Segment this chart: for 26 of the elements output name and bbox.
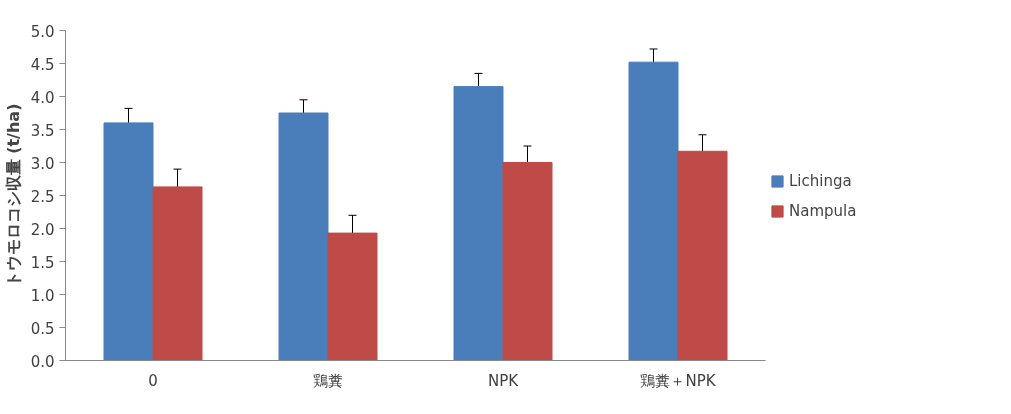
bar (278, 112, 329, 361)
bar (152, 186, 203, 361)
y-tick-label: 3.5 (30, 121, 55, 140)
y-axis-title: トウモロコシ収量 (t/ha) (3, 103, 23, 288)
bar (103, 122, 154, 361)
y-tick-label: 3.0 (30, 154, 55, 173)
bar (327, 232, 378, 361)
bar (453, 86, 504, 361)
y-tick-label: 4.5 (30, 55, 55, 74)
y-tick-label: 4.0 (30, 88, 55, 107)
bar (677, 150, 728, 361)
x-tick-label: NPK (487, 371, 520, 390)
y-tick-label: 1.5 (30, 253, 55, 272)
x-tick-label: 0 (148, 371, 158, 390)
y-tick-label: 1.0 (30, 286, 55, 305)
legend-label: Lichinga (789, 172, 852, 190)
legend-label: Nampula (789, 202, 857, 220)
y-tick-label: 5.0 (30, 22, 55, 41)
x-tick-label: 鶏糞＋NPK (640, 371, 717, 390)
y-tick-label: 2.5 (30, 187, 55, 206)
y-tick-label: 0.0 (30, 352, 55, 371)
y-tick-label: 0.5 (30, 319, 55, 338)
y-tick-label: 2.0 (30, 220, 55, 239)
bar (628, 61, 679, 361)
x-tick-label: 鶏糞 (313, 371, 343, 390)
bar (502, 162, 553, 361)
